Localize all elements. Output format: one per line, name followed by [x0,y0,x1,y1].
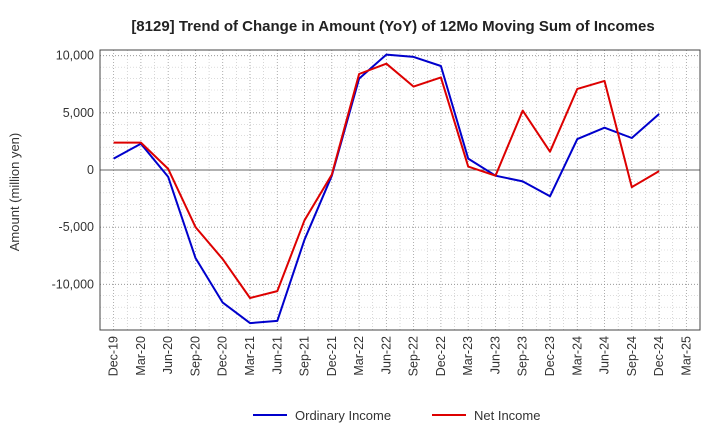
x-tick-label: Dec-19 [107,336,121,376]
plot-frame [99,49,701,331]
y-axis-label: Amount (million yen) [7,133,22,252]
legend-label: Ordinary Income [295,408,391,423]
plot-area: 10,000 5,000 0 -5,000 -10,000 Dec-19 Mar-20 Jun… [52,49,701,376]
x-tick-label: Mar-24 [570,336,584,376]
x-tick-label: Dec-22 [434,336,448,376]
x-tick-label: Sep-24 [625,336,639,376]
x-tick-label: Sep-20 [188,336,202,376]
x-tick-label: Dec-21 [325,336,339,376]
x-tick-label: Sep-23 [516,336,530,376]
x-tick-label: Dec-23 [543,336,557,376]
x-tick-label: Jun-23 [488,336,502,374]
x-tick-label: Jun-21 [270,336,284,374]
x-tick-label: Sep-21 [298,336,312,376]
y-tick-label: 5,000 [63,106,94,120]
x-tick-label: Jun-20 [161,336,175,374]
chart-title: [8129] Trend of Change in Amount (YoY) o… [131,18,654,35]
legend: Ordinary Income Net Income [253,408,540,423]
series-line-1 [113,53,660,325]
x-tick-label: Jun-22 [379,336,393,374]
x-tick-label: Dec-24 [652,336,666,376]
x-tick-label: Jun-24 [598,336,612,374]
y-tick-label: 10,000 [56,49,94,63]
x-tick-label: Mar-25 [679,336,693,376]
legend-label: Net Income [474,408,540,423]
x-tick-label: Mar-22 [352,336,366,376]
y-tick-label: -10,000 [52,277,94,291]
x-tick-label: Sep-22 [407,336,421,376]
x-tick-label: Mar-20 [134,336,148,376]
x-tick-label: Dec-20 [216,336,230,376]
series-line-2 [113,62,660,299]
x-tick-label: Mar-21 [243,336,257,376]
y-tick-label: -5,000 [59,220,94,234]
x-tick-label: Mar-23 [461,336,475,376]
y-tick-label: 0 [87,163,94,177]
